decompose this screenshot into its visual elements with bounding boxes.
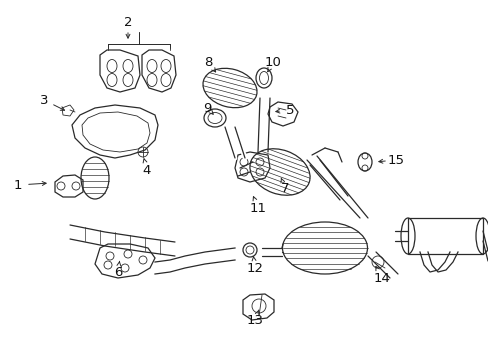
Text: 14: 14	[373, 271, 389, 284]
Text: 3: 3	[40, 94, 48, 107]
Text: 8: 8	[203, 55, 212, 68]
Bar	[407, 218, 482, 254]
Text: 2: 2	[123, 15, 132, 28]
Text: 10: 10	[264, 55, 281, 68]
Text: 15: 15	[386, 153, 404, 166]
Text: 5: 5	[285, 104, 294, 117]
Text: 7: 7	[280, 181, 289, 194]
Text: 12: 12	[246, 261, 263, 274]
Text: 13: 13	[246, 314, 263, 327]
Text: 6: 6	[114, 266, 122, 279]
Text: 1: 1	[14, 179, 22, 192]
Text: 9: 9	[203, 102, 211, 114]
Text: 11: 11	[249, 202, 266, 215]
Text: 4: 4	[142, 163, 151, 176]
